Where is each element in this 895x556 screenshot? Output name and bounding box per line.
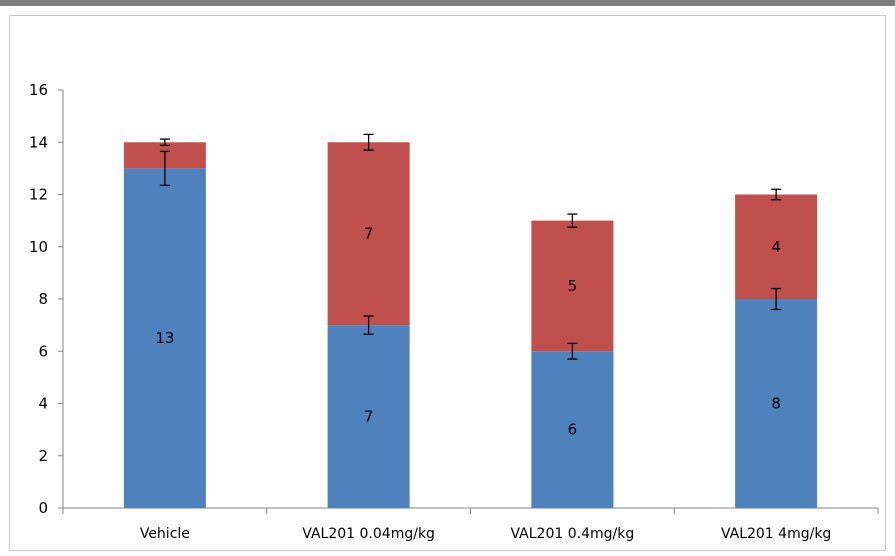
data-label: 13 xyxy=(155,329,174,347)
x-category-label: VAL201 4mg/kg xyxy=(721,526,831,542)
y-tick-label: 6 xyxy=(38,342,48,360)
bar-segment xyxy=(531,351,614,508)
bar-segment xyxy=(327,325,410,508)
bar-segment xyxy=(327,142,410,326)
chart-frame xyxy=(9,15,886,551)
bars xyxy=(123,142,818,508)
bar-segment xyxy=(531,220,614,352)
y-tick-label: 12 xyxy=(29,186,48,204)
error-bars xyxy=(159,133,782,360)
data-label: 4 xyxy=(771,238,781,256)
x-category-label: VAL201 0.04mg/kg xyxy=(302,526,435,542)
bar-segment xyxy=(735,299,818,508)
bar-segment xyxy=(123,168,206,508)
x-category-label: Vehicle xyxy=(140,526,190,542)
y-tick-label: 10 xyxy=(29,238,48,256)
y-tick-label: 16 xyxy=(29,81,48,99)
data-label: 8 xyxy=(771,395,781,413)
data-label: 7 xyxy=(364,225,374,243)
data-labels: 13 7 7 6 5 8 4 xyxy=(155,225,781,439)
bar-segment xyxy=(735,194,818,299)
y-tick-label: 4 xyxy=(38,395,48,413)
y-tick-label: 8 xyxy=(38,290,48,308)
y-tick-label: 0 xyxy=(38,499,48,517)
y-tick-label: 2 xyxy=(38,447,48,465)
axes: 0 2 4 6 8 10 12 14 16 Vehicle VAL201 0.04mg/kg VAL2… xyxy=(29,81,879,542)
data-label: 7 xyxy=(364,408,374,426)
x-category-label: VAL201 0.4mg/kg xyxy=(511,526,635,542)
y-tick-label: 14 xyxy=(29,133,48,151)
data-label: 6 xyxy=(568,421,578,439)
data-label: 5 xyxy=(568,277,578,295)
window-top-bar xyxy=(0,0,895,6)
